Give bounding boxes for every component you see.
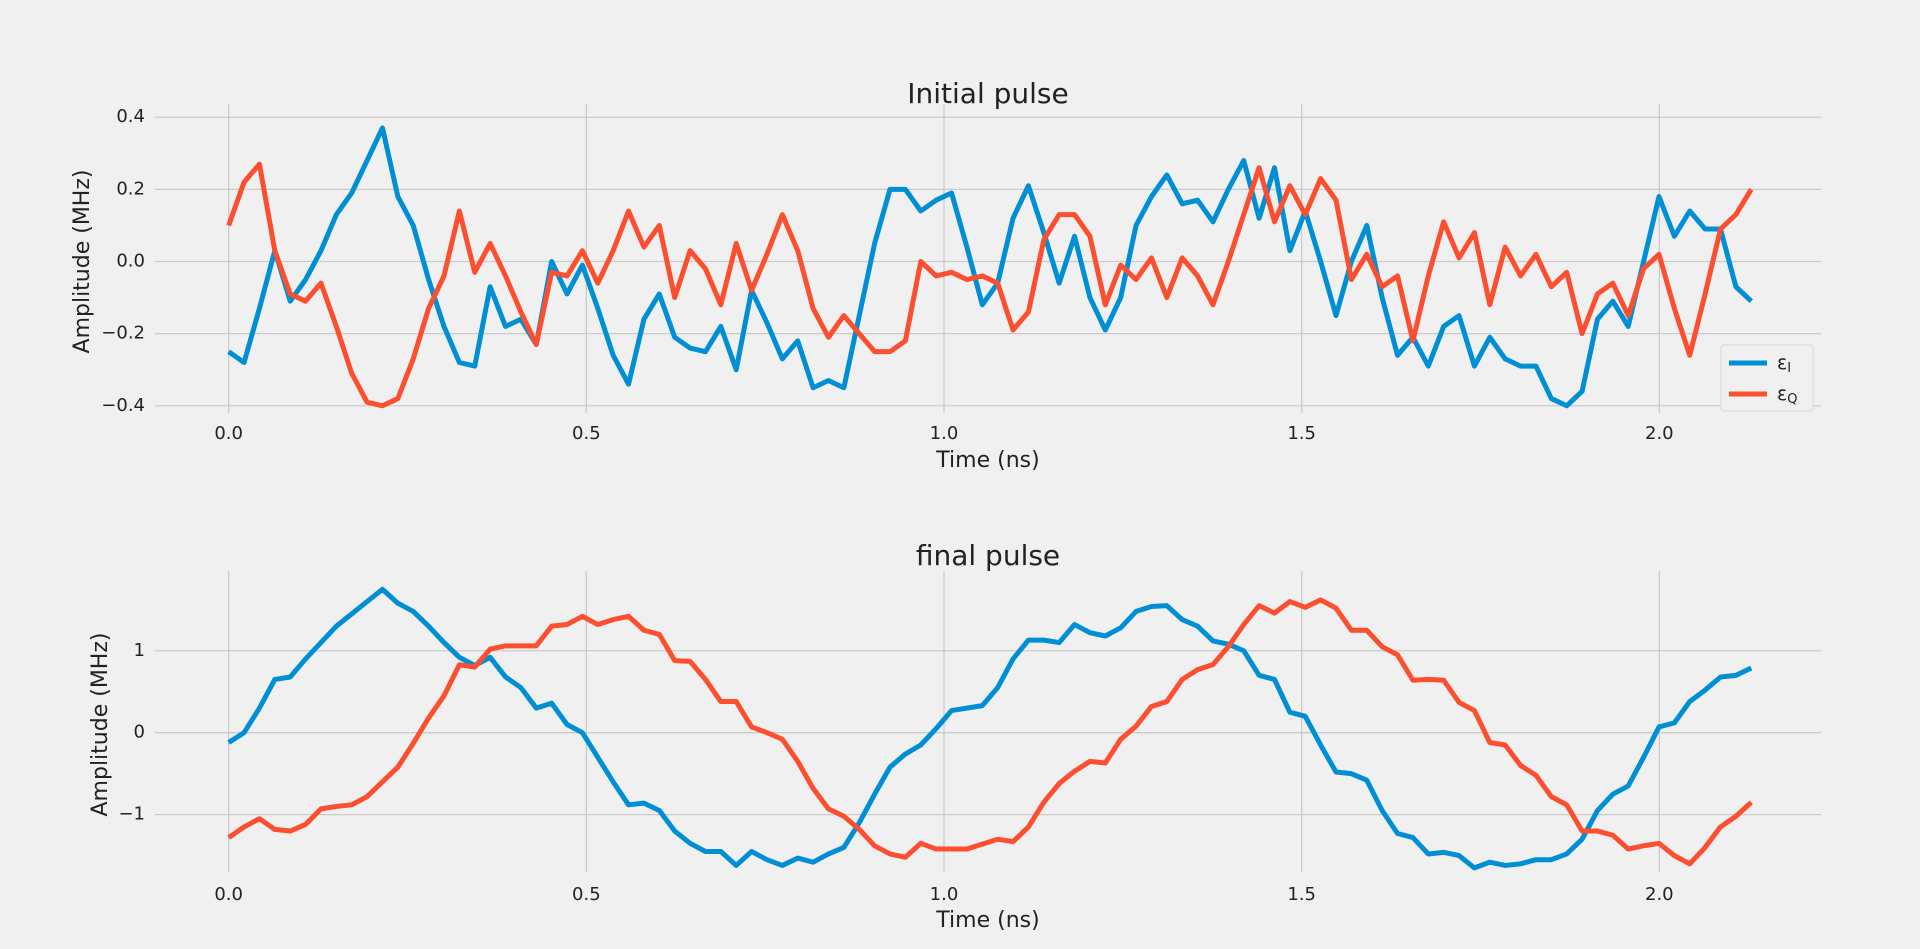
x-tick-label: 1.5 xyxy=(1287,423,1316,444)
x-tick-label: 2.0 xyxy=(1645,884,1674,905)
y-tick-label: 0.4 xyxy=(116,106,145,127)
chart-title: Initial pulse xyxy=(907,77,1069,110)
series-line xyxy=(227,125,1753,409)
x-axis-label: Time (ns) xyxy=(935,908,1039,933)
x-tick-label: 0.0 xyxy=(214,423,243,444)
series-line xyxy=(227,597,1753,867)
x-axis-label: Time (ns) xyxy=(935,448,1039,473)
legend-label-subscript: I xyxy=(1787,361,1791,376)
y-tick-label: −0.4 xyxy=(101,395,145,416)
legend-label: εI xyxy=(1777,352,1791,376)
y-tick-label: 1 xyxy=(134,640,145,661)
legend-label-symbol: ε xyxy=(1777,383,1787,405)
legend-box xyxy=(1720,344,1814,412)
y-axis-label: Amplitude (MHz) xyxy=(88,633,113,817)
chart-title: final pulse xyxy=(916,539,1060,572)
y-tick-label: 0 xyxy=(134,722,145,743)
x-tick-label: 0.0 xyxy=(214,884,243,905)
legend-label: εQ xyxy=(1777,383,1798,407)
y-tick-label: −0.2 xyxy=(101,323,145,344)
y-tick-label: 0.2 xyxy=(116,178,145,199)
x-tick-label: 1.0 xyxy=(930,423,959,444)
x-tick-label: 2.0 xyxy=(1645,423,1674,444)
y-tick-label: −1 xyxy=(118,804,145,825)
x-tick-label: 0.5 xyxy=(572,423,601,444)
legend-label-symbol: ε xyxy=(1777,352,1787,374)
x-tick-label: 0.5 xyxy=(572,884,601,905)
legend-label-subscript: Q xyxy=(1787,392,1797,407)
x-tick-label: 1.5 xyxy=(1287,884,1316,905)
y-axis-label: Amplitude (MHz) xyxy=(70,170,95,354)
y-tick-label: 0.0 xyxy=(116,251,145,272)
x-tick-label: 1.0 xyxy=(930,884,959,905)
series-line xyxy=(226,161,1754,409)
